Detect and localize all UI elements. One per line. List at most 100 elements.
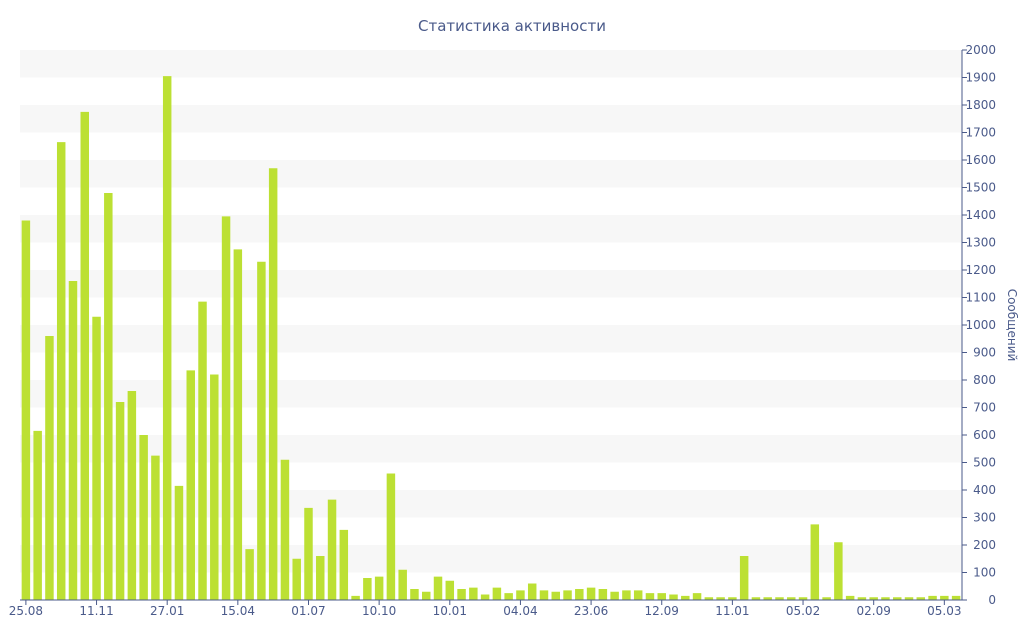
bar <box>257 261 266 600</box>
bar <box>704 597 714 600</box>
y-tick-label: 1300 <box>965 236 996 250</box>
x-tick-label: 27.01 <box>150 604 184 618</box>
bar <box>692 593 702 601</box>
bar <box>904 597 914 600</box>
bar <box>681 595 690 601</box>
y-tick-label: 800 <box>973 373 996 387</box>
bar <box>374 576 384 601</box>
bar <box>492 587 502 601</box>
x-tick-label: 05.02 <box>786 604 820 618</box>
y-tick-label: 1600 <box>965 153 996 167</box>
bar <box>610 591 619 600</box>
bar <box>810 524 820 601</box>
bar <box>881 597 890 600</box>
x-tick-label: 01.07 <box>291 604 325 618</box>
bar <box>763 597 772 600</box>
bar <box>527 583 537 600</box>
bar <box>115 402 125 600</box>
bar <box>575 589 584 600</box>
y-tick-label: 400 <box>973 483 996 497</box>
bar <box>751 597 761 600</box>
bar <box>598 589 608 600</box>
grid-band <box>20 435 962 463</box>
grid-band <box>20 105 962 133</box>
grid-band <box>20 545 962 573</box>
y-tick-label: 1500 <box>965 181 996 195</box>
y-tick-label: 1700 <box>965 126 996 140</box>
grid-band <box>20 160 962 188</box>
bar <box>422 591 431 600</box>
bar <box>45 336 54 600</box>
bar <box>151 455 160 601</box>
grid-bands <box>20 50 962 573</box>
y-tick-label: 100 <box>973 566 996 580</box>
bar <box>68 281 78 600</box>
bar <box>245 549 254 601</box>
bar <box>351 595 360 601</box>
bar <box>233 249 243 601</box>
bar <box>798 597 808 600</box>
bar <box>280 459 290 600</box>
y-tick-label: 1800 <box>965 98 996 112</box>
bar <box>33 430 42 601</box>
grid-band <box>20 325 962 353</box>
y-tick-label: 300 <box>973 511 996 525</box>
x-tick-label: 10.10 <box>362 604 396 618</box>
grid-band <box>20 380 962 408</box>
y-tick-label: 200 <box>973 538 996 552</box>
grid-band <box>20 215 962 243</box>
bar <box>869 597 878 600</box>
bar <box>210 374 219 600</box>
bar <box>56 142 66 601</box>
bar <box>834 542 843 600</box>
y-tick-label: 2000 <box>965 43 996 57</box>
bar <box>104 193 113 600</box>
bar <box>857 597 867 600</box>
bar <box>622 590 631 601</box>
x-tick-label: 05.03 <box>927 604 961 618</box>
bar <box>728 597 737 600</box>
chart-title: Статистика активности <box>418 17 606 35</box>
bar <box>787 597 796 600</box>
grid-band <box>20 50 962 78</box>
bar <box>410 589 419 600</box>
y-tick-label: 500 <box>973 456 996 470</box>
bar <box>516 590 525 601</box>
bar <box>563 590 572 601</box>
x-tick-label: 23.06 <box>574 604 608 618</box>
y-tick-label: 1200 <box>965 263 996 277</box>
bar <box>893 597 902 600</box>
bar <box>716 597 725 600</box>
x-tick-label: 12.09 <box>645 604 679 618</box>
x-tick-label: 02.09 <box>857 604 891 618</box>
grid-band <box>20 490 962 518</box>
bar <box>669 594 678 600</box>
bar <box>327 499 337 601</box>
bar <box>551 591 560 600</box>
bar <box>316 556 325 600</box>
bar <box>21 220 31 600</box>
bar <box>304 507 313 601</box>
bar <box>174 485 184 601</box>
bar <box>480 594 490 600</box>
bar <box>469 587 478 601</box>
bar <box>268 168 278 600</box>
bar <box>80 111 89 601</box>
bar <box>586 587 596 601</box>
bar <box>292 558 301 600</box>
y-tick-label: 1400 <box>965 208 996 222</box>
bar <box>339 529 349 601</box>
x-tick-label: 04.04 <box>503 604 537 618</box>
bar <box>633 590 643 601</box>
bar-series <box>21 76 961 601</box>
bar <box>916 597 926 600</box>
y-tick-label: 0 <box>988 593 996 607</box>
bar <box>504 593 513 601</box>
x-tick-label: 11.01 <box>715 604 749 618</box>
bar <box>457 589 466 600</box>
x-tick-label: 11.11 <box>79 604 113 618</box>
bar <box>433 576 443 601</box>
bar <box>657 593 666 601</box>
